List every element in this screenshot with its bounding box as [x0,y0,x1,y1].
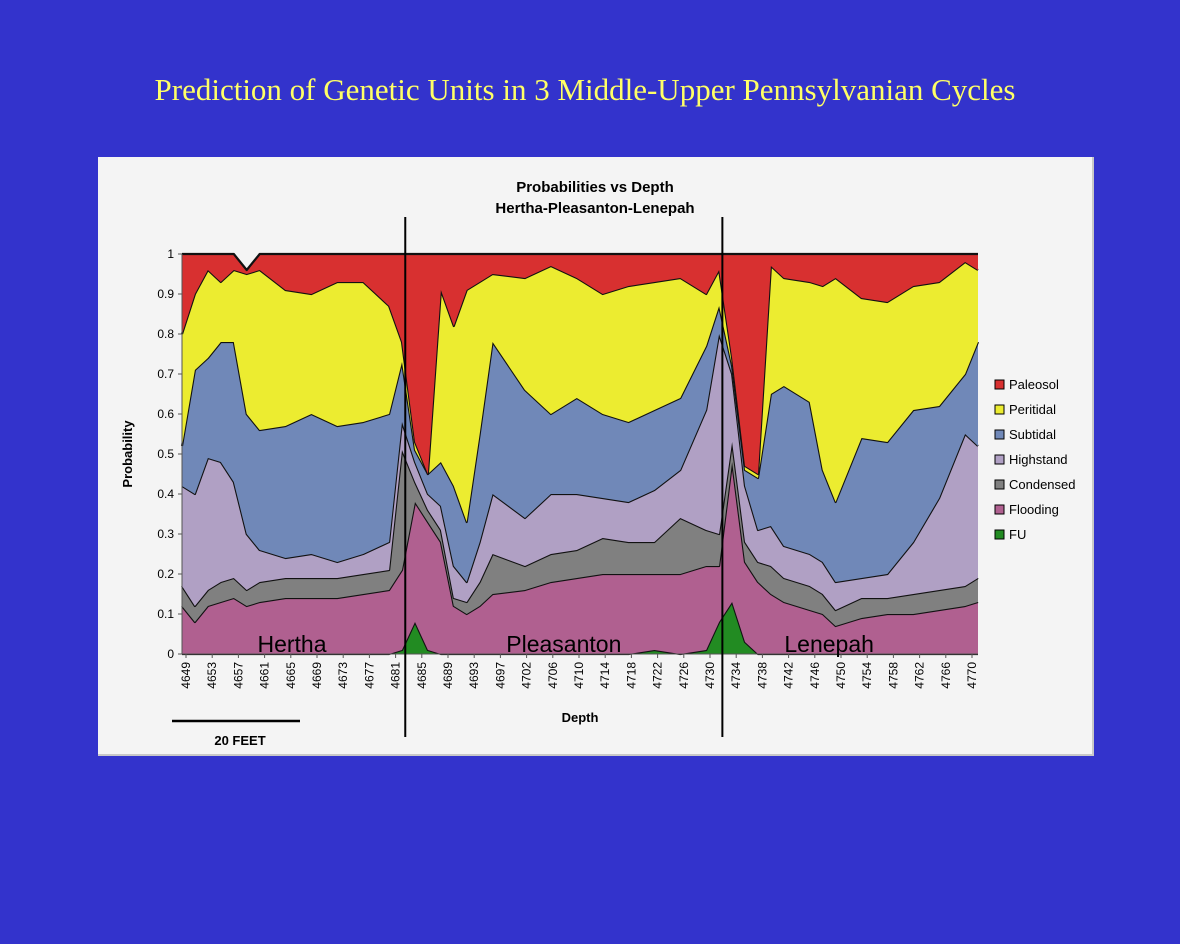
x-tick-label: 4722 [651,662,665,689]
area-subtidal [182,306,978,582]
x-tick-label: 4770 [965,662,979,689]
x-tick-label: 4738 [755,662,769,689]
x-tick-label: 4726 [677,662,691,689]
y-tick-label: 0.4 [157,487,174,501]
y-tick-label: 1 [167,247,174,261]
chart-panel: 0 0.1 0.2 0.3 0.4 0.5 0.6 0.7 0.8 0.9 1 4649 4653 465… [98,157,1094,756]
area-condensed [182,442,978,626]
x-tick-label: 4750 [834,662,848,689]
x-tick-label: 4649 [179,662,193,689]
x-tick-label: 4673 [336,662,350,689]
x-tick-label: 4746 [808,662,822,689]
chart-subtitle: Hertha-Pleasanton-Lenepah [495,200,694,217]
area-peritidal [182,262,978,522]
legend-label-paleosol: Paleosol [1009,377,1059,392]
x-tick-label: 4702 [520,662,534,689]
x-tick-label: 4689 [441,662,455,689]
y-tick-label: 0.6 [157,407,174,421]
y-tick-label: 0 [167,647,174,661]
x-tick-label: 4754 [860,662,874,689]
legend-swatch-paleosol [994,379,1005,390]
x-tick-label: 4653 [205,662,219,689]
x-tick-label: 4661 [258,662,272,689]
legend-swatch-highstand [994,454,1005,465]
x-tick-label: 4697 [493,662,507,689]
x-tick-label: 4742 [782,662,796,689]
y-tick-label: 0.1 [157,607,174,621]
unit-label-lenepah: Lenepah [784,631,874,657]
legend-label-subtidal: Subtidal [1009,427,1056,442]
legend-swatch-condensed [994,479,1005,490]
x-tick-label: 4657 [231,662,245,689]
x-axis-label: Depth [562,710,599,725]
x-tick-label: 4669 [310,662,324,689]
y-tick-label: 0.8 [157,327,174,341]
legend-swatch-subtidal [994,429,1005,440]
legend-label-fu: FU [1009,527,1026,542]
legend: Paleosol Peritidal Subtidal Highstand Conden… [994,377,1076,542]
y-axis-label: Probability [120,420,135,488]
y-tick-label: 0.9 [157,287,174,301]
area-flooding [182,462,978,654]
scale-bar: 20 FEET [172,719,300,748]
x-tick-label: 4730 [703,662,717,689]
chart-title: Probabilities vs Depth [516,179,674,196]
x-tick-label: 4677 [362,662,376,689]
scale-bar-label: 20 FEET [214,733,265,748]
legend-label-peritidal: Peritidal [1009,402,1056,417]
legend-label-highstand: Highstand [1009,452,1068,467]
unit-label-pleasanton: Pleasanton [506,631,621,657]
legend-swatch-flooding [994,504,1005,515]
legend-label-flooding: Flooding [1009,502,1059,517]
legend-swatch-peritidal [994,404,1005,415]
y-tick-label: 0.7 [157,367,174,381]
y-tick-label: 0.3 [157,527,174,541]
boundary-line-paleosol [182,252,978,272]
slide-title: Prediction of Genetic Units in 3 Middle-… [154,72,1016,107]
x-tick-label: 4714 [598,662,612,689]
x-tick-label: 4665 [284,662,298,689]
unit-label-hertha: Hertha [257,631,326,657]
y-tick-label: 0.5 [157,447,174,461]
legend-swatch-fu [994,529,1005,540]
x-tick-label: 4706 [546,662,560,689]
y-tick-label: 0.2 [157,567,174,581]
x-tick-label: 4681 [389,662,403,689]
area-highstand [182,334,978,610]
x-tick-label: 4685 [415,662,429,689]
probability-chart: 0 0.1 0.2 0.3 0.4 0.5 0.6 0.7 0.8 0.9 1 4649 4653 465… [120,179,1076,748]
x-tick-label: 4758 [886,662,900,689]
x-tick-label: 4762 [913,662,927,689]
stacked-areas [180,252,980,656]
x-tick-label: 4693 [467,662,481,689]
legend-label-condensed: Condensed [1009,477,1076,492]
x-tick-label: 4766 [939,662,953,689]
x-tick-label: 4734 [729,662,743,689]
area-paleosol [182,254,978,474]
x-tick-label: 4718 [624,662,638,689]
x-tick-label: 4710 [572,662,586,689]
